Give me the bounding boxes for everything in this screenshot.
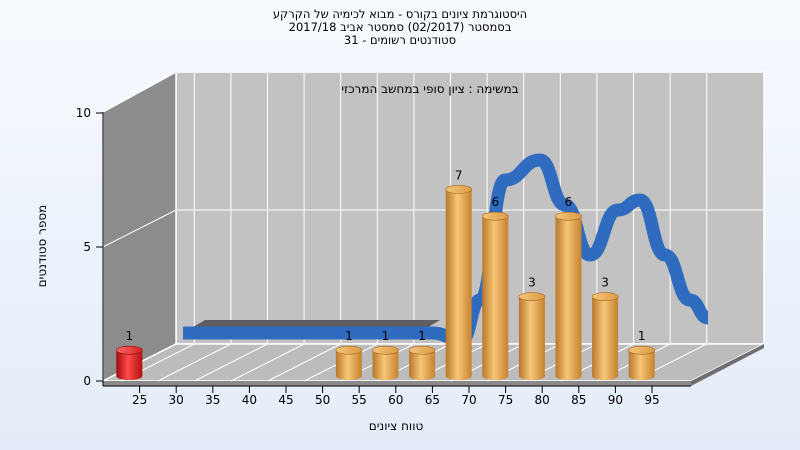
bar-value-label: 1 bbox=[345, 329, 353, 343]
bar-body bbox=[335, 350, 362, 380]
bar-body bbox=[116, 350, 143, 380]
grid-floor-line bbox=[267, 343, 341, 382]
bar-top bbox=[555, 211, 582, 221]
x-tick-label: 75 bbox=[498, 393, 513, 407]
bar: 6 bbox=[555, 195, 582, 380]
bar-value-label: 6 bbox=[565, 195, 573, 209]
bar-value-label: 3 bbox=[528, 276, 536, 290]
axis-group: 0 5 10 25 30 35 40 45 50 55 60 65 70 75 80 85 90 95 bbox=[76, 106, 691, 407]
bar-top bbox=[372, 345, 399, 355]
bar-value-label: 1 bbox=[638, 329, 646, 343]
bar: 1 bbox=[335, 329, 363, 380]
bar-body bbox=[445, 189, 472, 380]
bar: 1 bbox=[372, 329, 399, 380]
bar: 1 bbox=[408, 329, 436, 380]
x-tick-label: 85 bbox=[571, 393, 586, 407]
grid-floor-line bbox=[230, 343, 305, 382]
chart-side-wall bbox=[102, 70, 177, 383]
bar-top bbox=[116, 345, 143, 355]
bar: 3 bbox=[518, 276, 546, 380]
bar-top bbox=[628, 345, 656, 355]
bar: 6 bbox=[481, 195, 509, 380]
x-tick-label: 80 bbox=[535, 393, 550, 407]
bar-top bbox=[335, 345, 363, 355]
x-tick-label: 90 bbox=[608, 393, 623, 407]
bar-value-label: 6 bbox=[491, 195, 499, 209]
grid-side-line bbox=[102, 209, 177, 248]
bar: 1 bbox=[628, 329, 656, 380]
chart-subtitle-students: סטודנטים רשומים - 31 bbox=[343, 33, 457, 47]
chart-title-block: היסטוגרמת ציונים בקורס - מבוא לכימיה של … bbox=[0, 8, 800, 47]
chart-floor-front bbox=[103, 381, 691, 386]
bar-body bbox=[482, 216, 509, 380]
x-tick-label: 60 bbox=[388, 393, 403, 407]
x-tick-label: 50 bbox=[315, 393, 330, 407]
x-tick-label: 65 bbox=[425, 393, 440, 407]
bar-value-label: 3 bbox=[601, 276, 609, 290]
bar-value-label: 1 bbox=[125, 329, 133, 343]
x-tick-label: 30 bbox=[169, 393, 184, 407]
x-tick-label: 70 bbox=[461, 393, 476, 407]
bar-value-label: 1 bbox=[382, 329, 390, 343]
x-tick-label: 25 bbox=[132, 393, 147, 407]
bars-group: 1 1 1 1 7 6 3 6 3 1 bbox=[116, 168, 656, 380]
chart-subtitle-semester: בסמסטר (02/2017) סמסטר אביב 2017/18 bbox=[288, 20, 512, 34]
bar-value-label: 7 bbox=[455, 168, 463, 182]
bar-top bbox=[518, 292, 546, 301]
bar-body bbox=[592, 296, 619, 380]
x-tick-label: 35 bbox=[205, 393, 220, 407]
bar-top bbox=[408, 345, 436, 355]
y-tick-label: 0 bbox=[83, 374, 91, 388]
bar: 7 bbox=[445, 168, 473, 380]
y-axis-label: מספר סטודנטים bbox=[35, 205, 49, 288]
x-tick-label: 40 bbox=[242, 393, 257, 407]
x-axis-label: טווח ציונים bbox=[369, 419, 424, 433]
curve-band bbox=[182, 153, 710, 347]
bar-value-label: 1 bbox=[418, 329, 426, 343]
bar: 1 bbox=[116, 329, 143, 380]
y-tick-label: 10 bbox=[76, 106, 91, 120]
bar-body bbox=[518, 296, 545, 380]
x-tick-label: 95 bbox=[644, 393, 659, 407]
bar: 3 bbox=[591, 276, 619, 380]
x-tick-label: 45 bbox=[278, 393, 293, 407]
y-tick-label: 5 bbox=[83, 240, 91, 254]
distribution-curve bbox=[182, 153, 710, 347]
bar-body bbox=[409, 350, 436, 380]
grid-floor-line bbox=[194, 343, 268, 382]
bar-body bbox=[372, 350, 399, 380]
bar-body bbox=[555, 216, 582, 380]
x-tick-label: 55 bbox=[352, 393, 367, 407]
bar-body bbox=[628, 350, 655, 380]
grid-floor-line bbox=[157, 343, 232, 382]
task-label: במשימה : ציון סופי במחשב המרכזי bbox=[341, 82, 518, 96]
chart-floor-edge bbox=[691, 344, 764, 386]
chart-title: היסטוגרמת ציונים בקורס - מבוא לכימיה של … bbox=[272, 7, 528, 21]
bar-top bbox=[481, 211, 509, 221]
bar-top bbox=[591, 292, 619, 301]
bar-top bbox=[445, 185, 473, 194]
